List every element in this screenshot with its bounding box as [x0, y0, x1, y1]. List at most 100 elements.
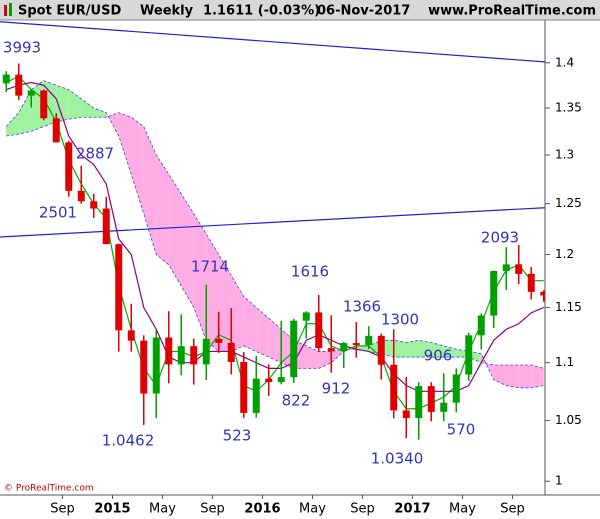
annotation: 2093	[481, 229, 519, 247]
annotation: 1366	[343, 298, 381, 316]
cloud-segment	[143, 126, 157, 255]
cloud-segment	[218, 254, 232, 352]
cloud-segment	[118, 112, 132, 175]
cloud-segment	[443, 345, 457, 358]
candle-body	[2, 74, 10, 84]
cloud-segment	[181, 193, 194, 308]
candle-body	[40, 90, 48, 119]
header-date: 06-Nov-2017	[317, 4, 410, 19]
cloud-segment	[393, 340, 407, 358]
cloud-segment	[518, 364, 532, 388]
annotation: 906	[424, 347, 453, 365]
candle-body	[527, 273, 535, 292]
header-icon	[9, 3, 12, 16]
cloud-segment	[93, 108, 107, 118]
x-tick-label: Sep	[500, 502, 525, 517]
cloud-segment	[6, 112, 19, 136]
annotation: 912	[322, 380, 351, 398]
header-bar	[0, 0, 600, 20]
cloud-segment	[231, 275, 244, 352]
cloud-segment	[18, 89, 32, 135]
y-tick-label: 1.35	[555, 101, 582, 115]
candle-body	[515, 264, 523, 274]
y-tick-label: 1.3	[555, 147, 574, 161]
trendline	[0, 21, 545, 63]
candle-body	[65, 142, 73, 191]
cloud-segment	[506, 364, 519, 388]
candle-body	[402, 410, 410, 419]
plot-area	[0, 21, 545, 440]
cloud-segment	[168, 174, 182, 286]
candle-body	[302, 312, 310, 321]
candle-body	[15, 74, 23, 96]
cloud-segment	[418, 340, 432, 358]
candle-body	[502, 264, 510, 271]
x-tick-label: Sep	[200, 502, 225, 517]
annotation: 1300	[381, 311, 419, 329]
y-tick-label: 1.25	[555, 196, 582, 210]
candle-body	[390, 364, 398, 411]
candle-body	[252, 378, 260, 413]
candle-body	[490, 270, 498, 316]
cloud-segment	[331, 349, 344, 363]
candle-body	[165, 337, 173, 365]
candle-body	[27, 90, 35, 96]
candle-body	[415, 386, 423, 419]
x-tick-label: 2015	[94, 502, 130, 517]
x-tick-label: 2016	[244, 502, 280, 517]
cloud-segment	[531, 364, 544, 388]
y-tick-label: 1	[555, 474, 563, 488]
cloud-segment	[493, 364, 507, 386]
y-tick-label: 1.05	[555, 413, 582, 427]
candle-body	[215, 338, 223, 343]
x-tick-label: Sep	[350, 502, 375, 517]
y-tick-label: 1.4	[555, 55, 574, 69]
candle-body	[227, 342, 235, 363]
header-icon	[4, 5, 7, 16]
candle-body	[127, 330, 135, 341]
candle-body	[277, 377, 285, 383]
cloud-edge	[6, 112, 544, 369]
x-tick-label: May	[149, 502, 176, 517]
annotation: 1714	[191, 258, 229, 276]
candle-body	[240, 362, 248, 413]
cloud-segment	[268, 318, 282, 363]
candle-body	[427, 386, 435, 412]
copyright: © ProRealTime.com	[4, 484, 94, 494]
cloud-segment	[256, 307, 269, 358]
cloud-segment	[206, 233, 219, 352]
cloud-segment	[431, 342, 444, 358]
y-tick-label: 1.2	[555, 247, 574, 261]
cloud-segment	[56, 85, 69, 122]
annotation: 2501	[39, 204, 77, 222]
candle-body	[90, 201, 98, 209]
annotation: 570	[447, 421, 476, 439]
candle-body	[77, 190, 85, 202]
x-tick-label: Sep	[50, 502, 75, 517]
candle-body	[265, 378, 273, 383]
candle-body	[52, 118, 60, 143]
header-period: Weekly	[140, 4, 194, 19]
annotation: 822	[282, 392, 311, 410]
header-last: 1.1611 (-0.03%)	[203, 4, 320, 19]
annotation: 3993	[3, 39, 41, 57]
cloud-segment	[243, 296, 257, 352]
candle-body	[315, 312, 323, 349]
annotation: 1616	[291, 263, 329, 281]
annotation: 1.0462	[102, 432, 155, 450]
candle-body	[327, 348, 335, 352]
candle-body	[190, 346, 198, 365]
header-instrument: Spot EUR/USD	[18, 4, 121, 19]
candle-body	[340, 343, 348, 352]
cloud-segment	[306, 345, 319, 369]
annotation: 2887	[76, 145, 114, 163]
candle-body	[452, 374, 460, 403]
cloud-edge	[5, 80, 544, 389]
cloud-segment	[81, 98, 94, 118]
trendline	[0, 207, 545, 238]
cloud-segment	[131, 117, 144, 214]
candle-body	[465, 335, 473, 375]
candle-body	[377, 335, 385, 365]
candle-body	[290, 320, 298, 378]
